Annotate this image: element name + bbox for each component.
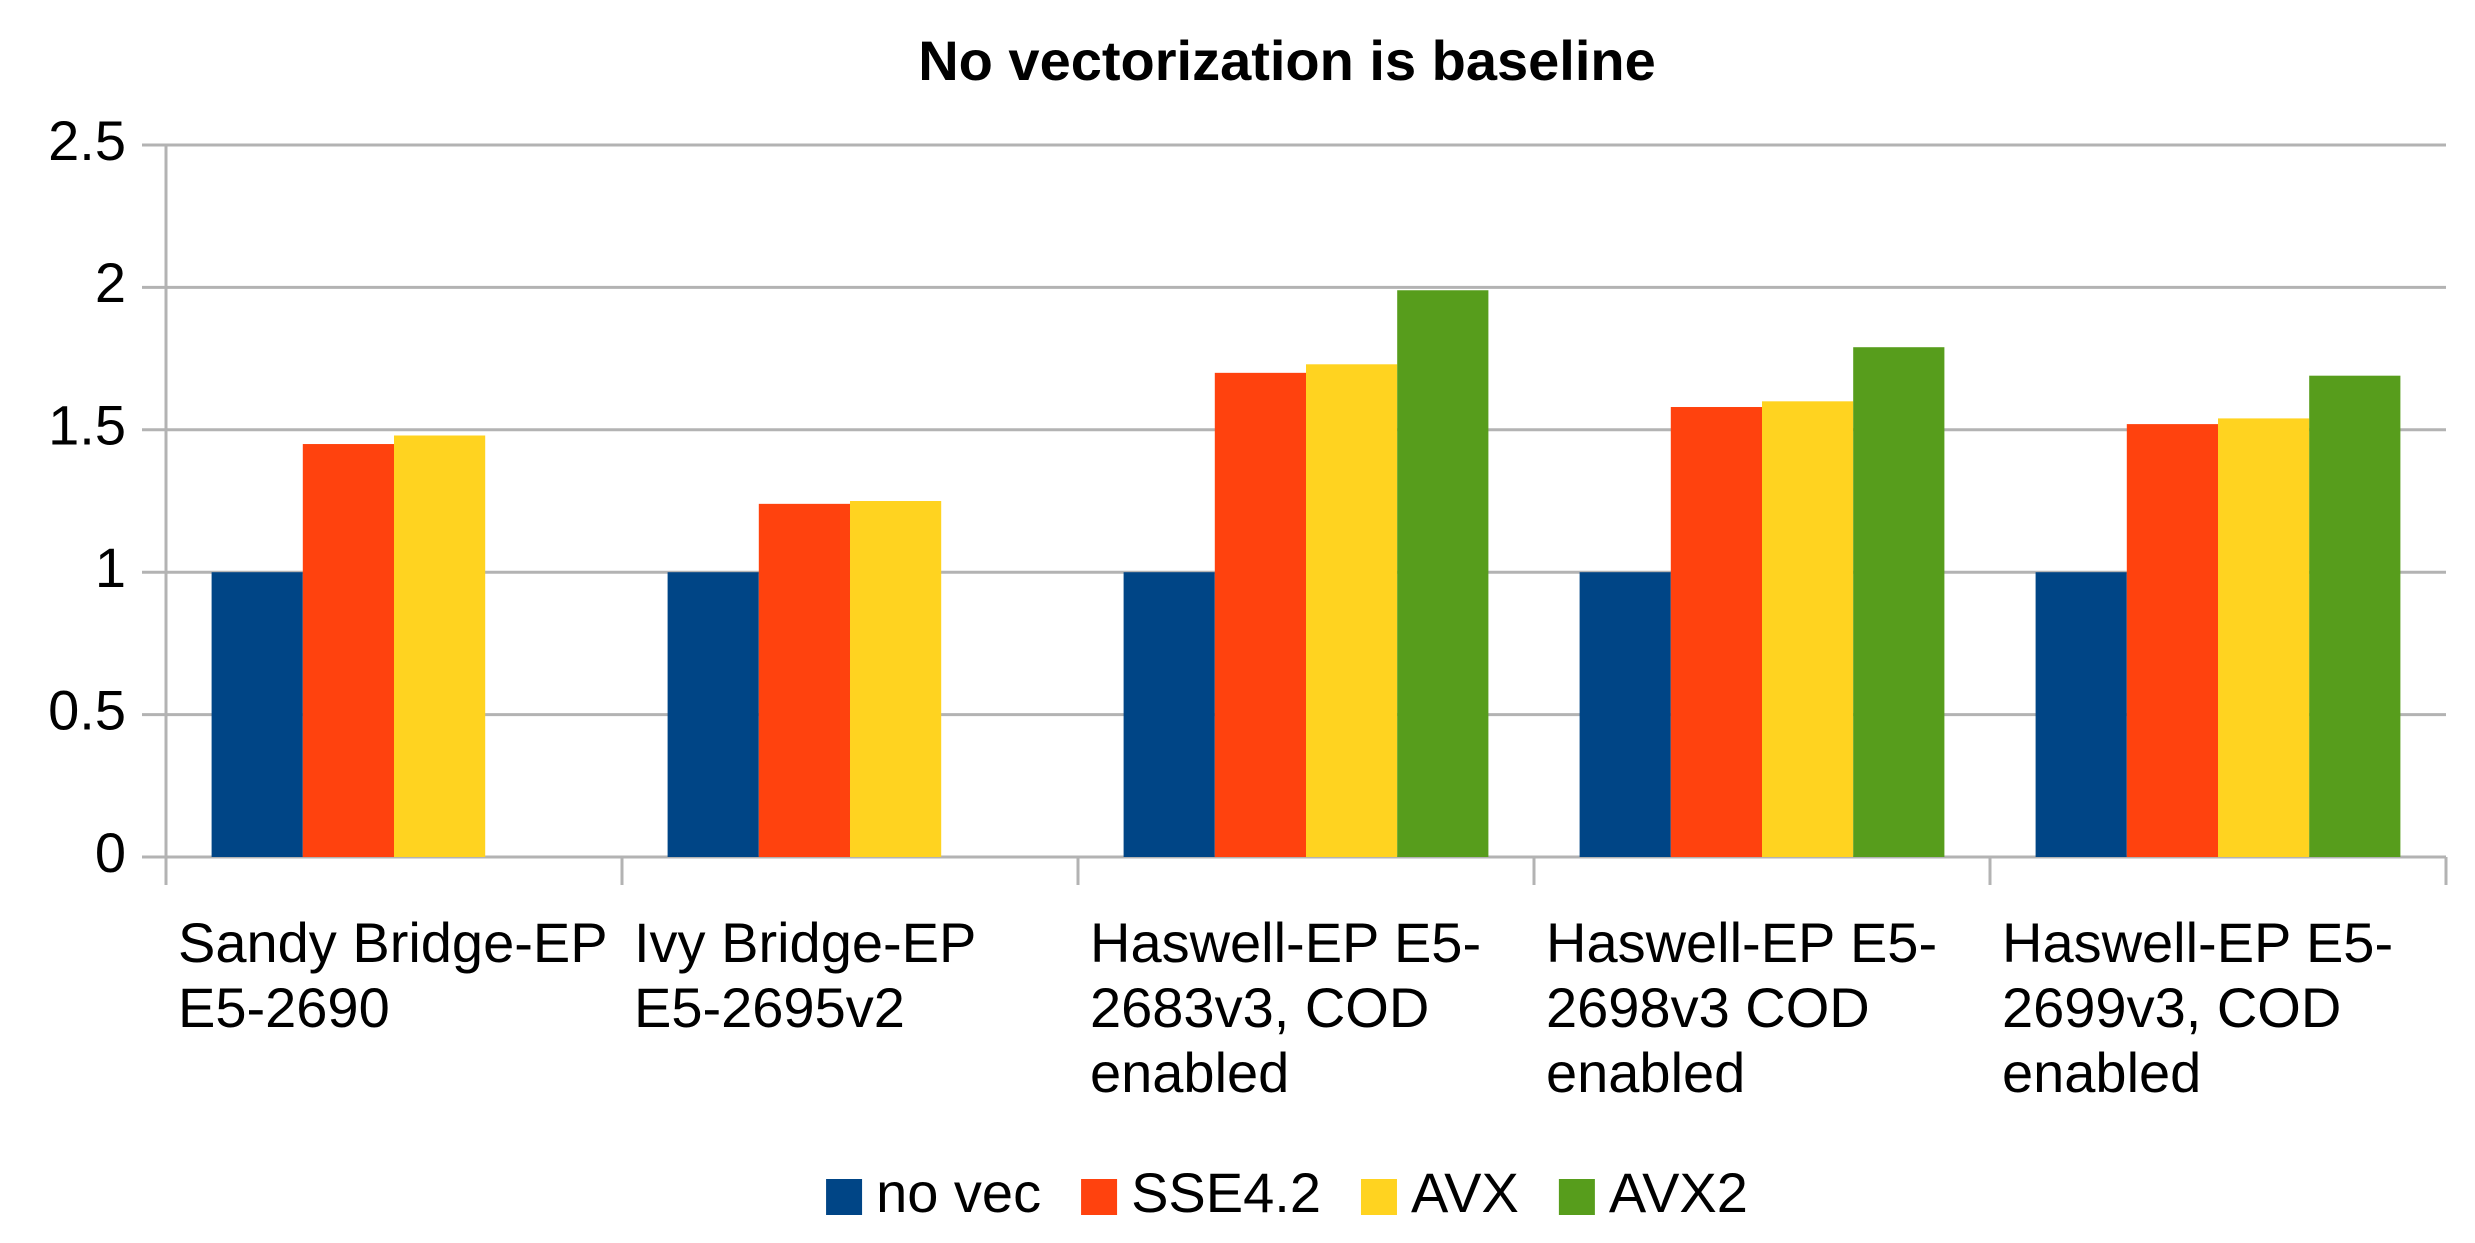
bar (2218, 418, 2310, 857)
legend-swatch (1360, 1179, 1397, 1215)
legend-label: AVX2 (1609, 1161, 1748, 1224)
bar (850, 501, 942, 857)
bar (1214, 372, 1306, 857)
chart-subtitle: No vectorization is baseline (918, 29, 1656, 92)
bar (1397, 290, 1489, 857)
legend-swatch (1081, 1179, 1118, 1215)
bar (394, 435, 486, 857)
y-tick-label: 0 (95, 821, 126, 884)
bar (1670, 407, 1762, 857)
bar (2035, 572, 2127, 857)
x-tick-label: Haswell-EP E5-2683v3, COD enabled (1090, 911, 1482, 1104)
bar (2126, 424, 2218, 857)
bar (1123, 572, 1215, 857)
legend-swatch (1558, 1179, 1595, 1215)
y-tick-label: 1.5 (48, 394, 126, 457)
bar (2309, 375, 2401, 857)
bar (1579, 572, 1671, 857)
legend-label: no vec (876, 1161, 1041, 1224)
y-tick-label: 0.5 (48, 678, 126, 741)
bar (1306, 364, 1398, 857)
bar (1853, 347, 1945, 857)
legend-label: AVX (1411, 1161, 1519, 1224)
y-tick-label: 2 (95, 251, 126, 314)
bar (758, 503, 850, 857)
x-tick-label: Ivy Bridge-EP E5-2695v2 (634, 911, 976, 1039)
y-tick-label: 2.5 (48, 109, 126, 172)
legend-swatch (826, 1179, 863, 1215)
bar (1762, 401, 1854, 857)
x-tick-label: Sandy Bridge-EP E5-2690 (178, 911, 607, 1039)
x-tick-label: Haswell-EP E5-2699v3, COD enabled (2002, 911, 2394, 1104)
legend-label: SSE4.2 (1131, 1161, 1321, 1224)
bar (667, 572, 759, 857)
y-tick-label: 1 (95, 536, 126, 599)
x-tick-label: Haswell-EP E5-2698v3 COD enabled (1546, 911, 1938, 1104)
bar (211, 572, 303, 857)
legend: no vec SSE4.2 AVX AVX2 (826, 1161, 1748, 1224)
bar (302, 444, 394, 857)
